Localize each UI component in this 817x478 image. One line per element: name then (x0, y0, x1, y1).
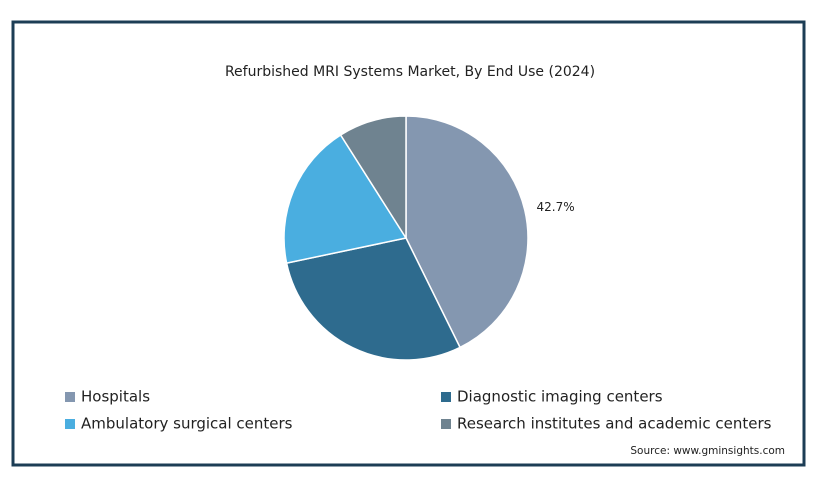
pie-slice (339, 115, 407, 241)
pie-slice (285, 237, 462, 361)
legend-label: Ambulatory surgical centers (81, 415, 293, 433)
data-label: 42.7% (536, 200, 574, 214)
chart-title: Refurbished MRI Systems Market, By End U… (225, 64, 595, 80)
legend-swatch (65, 419, 75, 429)
legend-swatch (441, 419, 451, 429)
legend-swatch (65, 392, 75, 402)
legend-swatch (441, 392, 451, 402)
pie-slice (283, 133, 408, 265)
legend-label: Research institutes and academic centers (457, 415, 772, 433)
source: Source: www.gminsights.com (630, 445, 785, 457)
pie-slice (405, 115, 529, 349)
legend-label: Hospitals (81, 388, 150, 406)
legend-label: Diagnostic imaging centers (457, 388, 663, 406)
